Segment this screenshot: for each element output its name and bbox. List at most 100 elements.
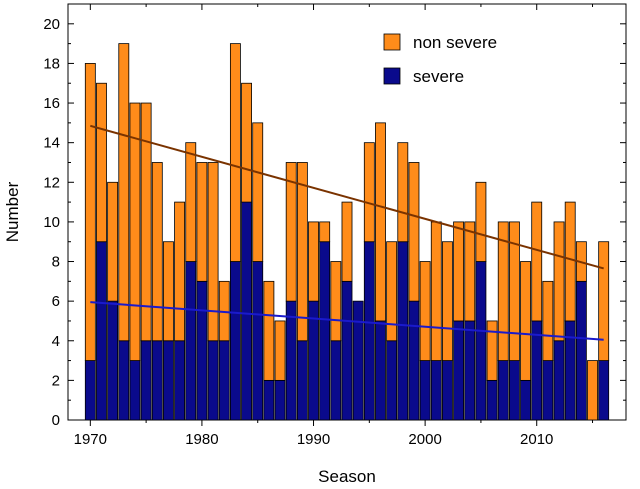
bar-severe-2012 — [553, 340, 565, 421]
bar-severe-1979 — [185, 261, 197, 421]
bar-non-severe-1993 — [341, 201, 353, 282]
bar-non-severe-2003 — [453, 221, 465, 322]
bar-severe-1975 — [140, 340, 152, 421]
bar-non-severe-1988 — [285, 162, 297, 302]
bar-non-severe-2007 — [497, 221, 509, 361]
bar-non-severe-2000 — [419, 261, 431, 361]
y-tick-label: 18 — [43, 55, 60, 72]
bar-non-severe-1978 — [174, 201, 186, 342]
y-tick-label: 20 — [43, 16, 60, 33]
bar-non-severe-1998 — [397, 142, 409, 243]
trend-line-severe — [90, 301, 604, 341]
bar-severe-2008 — [508, 360, 520, 421]
x-tick-label: 1980 — [185, 431, 218, 448]
bar-non-severe-1976 — [151, 162, 163, 342]
bar-non-severe-1996 — [375, 122, 386, 322]
bar-non-severe-1989 — [296, 162, 308, 342]
bar-severe-1996 — [375, 320, 386, 421]
y-axis: 0 2 4 6 8 10 12 14 16 18 20 — [43, 16, 626, 429]
y-tick-label: 8 — [52, 254, 60, 271]
bar-non-severe-2008 — [508, 221, 520, 361]
legend-label-severe: severe — [413, 67, 464, 86]
bar-non-severe-1979 — [185, 142, 197, 262]
bar-severe-1992 — [330, 340, 342, 421]
bar-severe-2000 — [419, 360, 431, 421]
bar-severe-1986 — [263, 379, 275, 421]
bar-severe-1993 — [341, 280, 353, 421]
bar-non-severe-1991 — [319, 221, 331, 243]
bar-non-severe-2006 — [486, 320, 498, 381]
bar-non-severe-2015 — [587, 360, 598, 421]
bar-severe-1985 — [252, 261, 264, 421]
bar-non-severe-1977 — [163, 241, 174, 342]
bar-non-severe-1975 — [140, 102, 152, 342]
bar-non-severe-1992 — [330, 261, 342, 342]
bar-non-severe-2013 — [564, 201, 576, 322]
bar-non-severe-1981 — [207, 162, 219, 342]
bar-non-severe-2005 — [475, 181, 487, 262]
bar-severe-1989 — [296, 340, 308, 421]
bar-severe-1991 — [319, 241, 331, 421]
y-tick-label: 10 — [43, 214, 60, 231]
bar-severe-1982 — [218, 340, 230, 421]
bar-non-severe-2002 — [442, 241, 453, 361]
bar-non-severe-1980 — [196, 162, 208, 282]
bar-non-severe-1972 — [107, 181, 119, 302]
bar-severe-2005 — [475, 261, 487, 421]
bar-non-severe-2001 — [430, 221, 442, 361]
bar-severe-1978 — [174, 340, 186, 421]
bar-severe-1971 — [96, 241, 107, 421]
y-axis-title: Number — [3, 181, 22, 242]
x-tick-label: 1990 — [297, 431, 330, 448]
trend-lines-layer — [90, 124, 604, 341]
bar-non-severe-1984 — [241, 82, 252, 203]
x-axis-title: Season — [318, 467, 376, 486]
bar-non-severe-2004 — [464, 221, 476, 322]
bar-non-severe-1997 — [386, 241, 398, 342]
bar-non-severe-1990 — [308, 221, 319, 302]
bar-non-severe-2010 — [531, 201, 543, 322]
bar-severe-2014 — [575, 280, 587, 421]
bar-severe-1973 — [118, 340, 130, 421]
y-tick-label: 12 — [43, 174, 60, 191]
x-axis: 1970 1980 1990 2000 2010 — [74, 4, 594, 448]
y-tick-label: 6 — [52, 293, 60, 310]
legend: non severe severe — [383, 33, 497, 86]
bar-severe-2016 — [598, 360, 610, 421]
y-tick-label: 14 — [43, 135, 60, 152]
bar-severe-2009 — [520, 379, 531, 421]
bar-severe-1972 — [107, 300, 119, 421]
bar-severe-1997 — [386, 340, 398, 421]
bar-severe-1987 — [274, 379, 286, 421]
bar-severe-1977 — [163, 340, 174, 421]
bar-non-severe-1973 — [118, 43, 130, 342]
bar-severe-2007 — [497, 360, 509, 421]
bar-severe-1974 — [129, 360, 141, 421]
bar-severe-2006 — [486, 379, 498, 421]
x-tick-label: 2000 — [408, 431, 441, 448]
bar-severe-1994 — [352, 300, 364, 421]
bar-non-severe-1970 — [84, 63, 96, 361]
bar-severe-2002 — [442, 360, 453, 421]
bar-non-severe-1995 — [363, 142, 375, 243]
bar-non-severe-1985 — [252, 122, 264, 262]
legend-swatch-severe — [383, 67, 401, 85]
bar-non-severe-1971 — [96, 82, 107, 243]
bars-layer — [84, 43, 610, 421]
bar-severe-1998 — [397, 241, 409, 421]
bar-non-severe-1986 — [263, 280, 275, 381]
y-tick-label: 16 — [43, 95, 60, 112]
bar-severe-1983 — [229, 261, 241, 421]
bar-severe-1988 — [285, 300, 297, 421]
bar-severe-1970 — [84, 360, 96, 421]
y-tick-label: 0 — [52, 412, 60, 429]
bar-severe-2001 — [430, 360, 442, 421]
bar-non-severe-1999 — [408, 162, 420, 302]
bar-non-severe-2011 — [542, 280, 554, 361]
bar-severe-2013 — [564, 320, 576, 421]
bar-severe-1984 — [241, 201, 252, 421]
bar-severe-2011 — [542, 360, 554, 421]
bar-non-severe-1974 — [129, 102, 141, 361]
bar-severe-1995 — [363, 241, 375, 421]
x-tick-label: 1970 — [74, 431, 107, 448]
